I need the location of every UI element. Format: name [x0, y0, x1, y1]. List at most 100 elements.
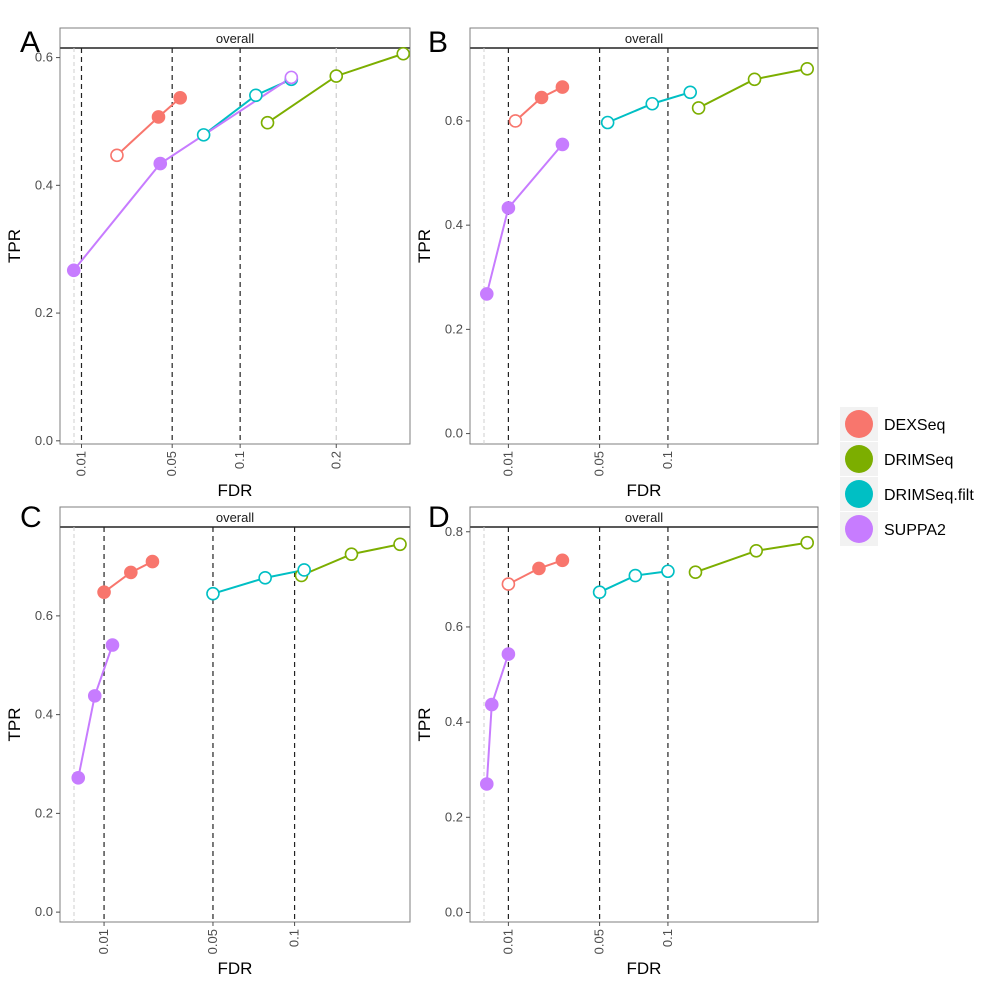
data-point-drimseq-filt: [249, 88, 263, 103]
facet-strip-label: overall: [625, 510, 663, 525]
y-tick-label: 0.0: [445, 426, 463, 441]
data-point-drimseq: [800, 535, 814, 550]
x-tick-label: 0.1: [660, 929, 675, 947]
data-point-suppa2: [479, 777, 494, 791]
legend-key: [845, 410, 873, 438]
x-axis-title: FDR: [627, 481, 662, 500]
legend-key: [845, 480, 873, 508]
legend-label: DRIMSeq: [884, 452, 953, 469]
x-tick-label: 0.1: [287, 929, 302, 947]
data-point-suppa2: [479, 287, 494, 301]
x-tick-label: 0.01: [500, 451, 515, 476]
facet-strip-label: overall: [216, 31, 254, 46]
y-tick-label: 0.6: [445, 619, 463, 634]
legend-label: SUPPA2: [884, 522, 946, 539]
legend-label: DRIMSeq.filt: [884, 487, 974, 504]
data-point-dexseq: [97, 585, 111, 599]
y-tick-label: 0.2: [445, 809, 463, 824]
data-point-dexseq: [508, 114, 523, 128]
data-point-suppa2: [153, 156, 168, 171]
data-point-drimseq-filt: [297, 563, 311, 577]
data-point-drimseq: [329, 69, 344, 83]
data-point-drimseq-filt: [645, 96, 660, 111]
y-axis-title: TPR: [5, 229, 24, 263]
y-tick-label: 0.4: [445, 714, 463, 729]
data-point-dexseq: [173, 91, 187, 105]
legend-key: [845, 445, 873, 473]
y-tick-label: 0.4: [445, 217, 463, 232]
plot-area: [469, 526, 819, 923]
data-point-drimseq: [260, 115, 275, 130]
panel-letter: D: [428, 501, 450, 534]
y-tick-label: 0.2: [35, 305, 53, 320]
data-point-drimseq-filt: [628, 568, 643, 583]
data-point-dexseq: [532, 561, 546, 576]
data-point-drimseq-filt: [592, 585, 607, 599]
y-tick-label: 0.4: [35, 177, 53, 192]
data-point-dexseq: [501, 577, 516, 591]
facet-strip-label: overall: [216, 510, 254, 525]
y-tick-label: 0.6: [35, 608, 53, 623]
x-axis-title: FDR: [627, 959, 662, 978]
data-point-dexseq: [555, 80, 570, 94]
legend-label: DEXSeq: [884, 417, 945, 434]
y-tick-label: 0.2: [445, 321, 463, 336]
y-tick-label: 0.0: [35, 904, 53, 919]
data-point-drimseq: [747, 72, 762, 87]
legend: DEXSeq DRIMSeq DRIMSeq.filt SUPPA2: [840, 407, 974, 546]
y-tick-label: 0.0: [35, 433, 53, 448]
y-tick-label: 0.4: [35, 707, 53, 722]
x-tick-label: 0.05: [592, 451, 607, 476]
data-point-suppa2: [71, 771, 86, 785]
data-point-drimseq-filt: [206, 586, 220, 601]
data-point-drimseq-filt: [196, 128, 211, 142]
x-tick-label: 0.2: [328, 451, 343, 469]
data-point-dexseq: [555, 553, 570, 568]
legend-key: [845, 515, 873, 543]
panel-letter: B: [428, 26, 448, 59]
x-tick-label: 0.01: [500, 929, 515, 954]
data-point-suppa2: [87, 689, 102, 703]
x-tick-label: 0.05: [592, 929, 607, 954]
data-point-drimseq-filt: [258, 571, 272, 585]
data-point-suppa2: [501, 201, 516, 215]
data-point-drimseq: [800, 62, 814, 76]
y-tick-label: 0.6: [35, 50, 53, 65]
y-tick-label: 0.0: [445, 904, 463, 919]
data-point-dexseq: [124, 565, 138, 580]
data-point-dexseq: [110, 148, 124, 163]
y-tick-label: 0.8: [445, 524, 463, 539]
y-tick-label: 0.6: [445, 113, 463, 128]
data-point-dexseq: [151, 110, 166, 124]
data-point-suppa2: [555, 137, 570, 152]
facet-strip-label: overall: [625, 31, 663, 46]
data-point-drimseq: [688, 565, 703, 580]
data-point-drimseq: [393, 537, 407, 552]
x-tick-label: 0.1: [660, 451, 675, 469]
data-point-drimseq: [344, 547, 359, 561]
data-point-dexseq: [534, 90, 549, 105]
data-point-drimseq: [749, 543, 764, 558]
plot-area: [469, 47, 819, 445]
y-axis-title: TPR: [415, 229, 434, 263]
x-tick-label: 0.01: [73, 451, 88, 476]
x-tick-label: 0.05: [164, 451, 179, 476]
x-tick-label: 0.01: [96, 929, 111, 954]
data-point-suppa2: [501, 647, 516, 661]
x-axis-title: FDR: [218, 959, 253, 978]
data-point-drimseq: [691, 101, 706, 115]
data-point-drimseq-filt: [683, 85, 698, 100]
data-point-dexseq: [145, 554, 160, 569]
plot-area: [59, 47, 411, 445]
data-point-suppa2: [284, 70, 299, 85]
data-point-drimseq: [396, 46, 411, 61]
panel-letter: C: [20, 501, 42, 534]
y-axis-title: TPR: [5, 708, 24, 742]
data-point-suppa2: [105, 638, 120, 652]
data-point-drimseq-filt: [600, 115, 615, 130]
y-axis-title: TPR: [415, 708, 434, 742]
